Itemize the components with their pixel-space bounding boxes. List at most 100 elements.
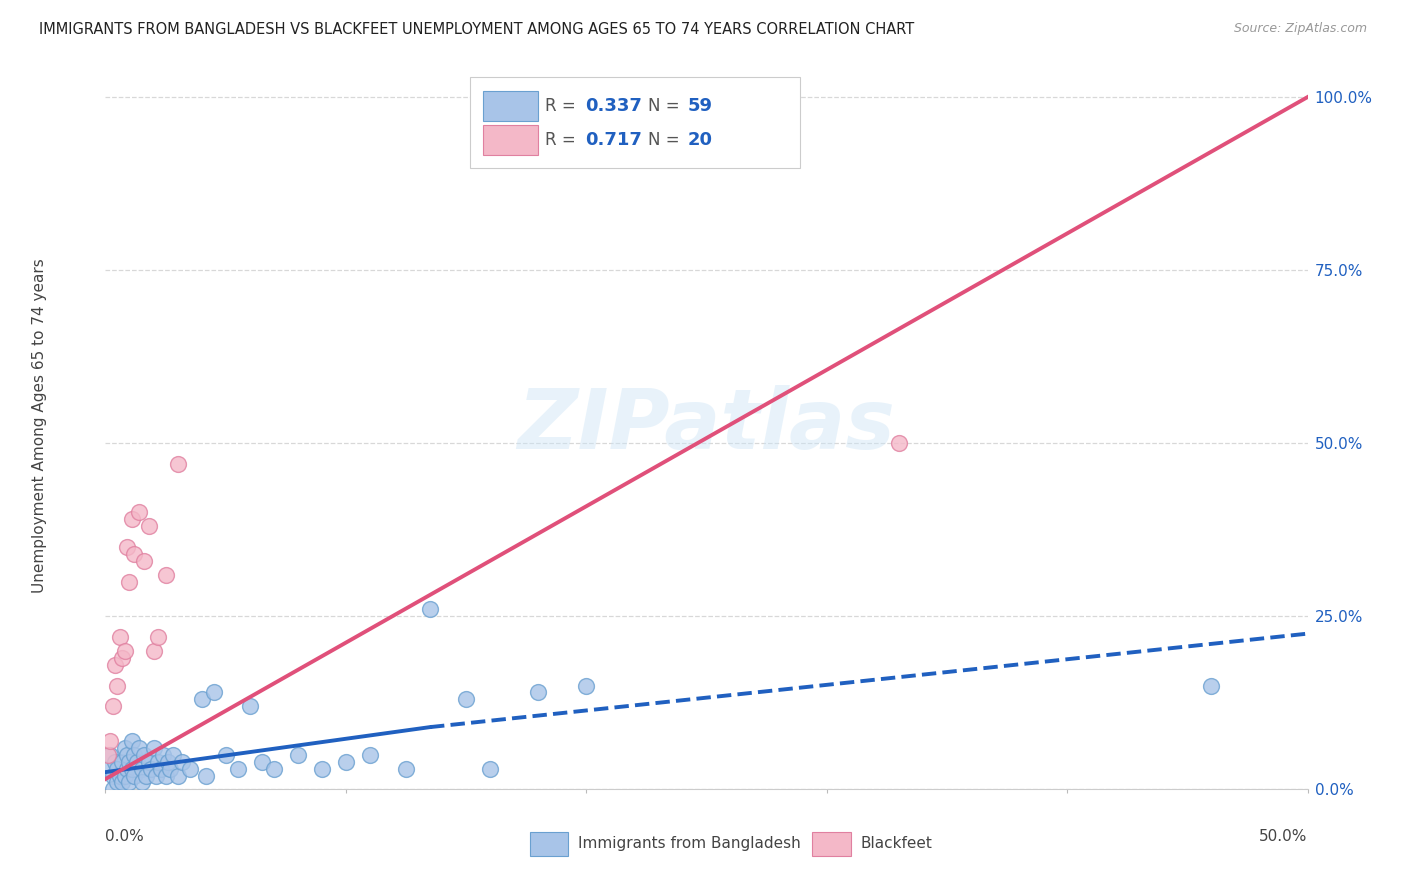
Point	[142, 740, 165, 755]
FancyBboxPatch shape	[482, 91, 538, 121]
Point	[335, 755, 357, 769]
Text: Unemployment Among Ages 65 to 74 years: Unemployment Among Ages 65 to 74 years	[32, 259, 46, 593]
Text: N =: N =	[648, 131, 685, 149]
Point	[152, 747, 174, 762]
Point	[138, 519, 160, 533]
Point	[114, 740, 136, 755]
Point	[395, 762, 418, 776]
Point	[172, 755, 194, 769]
Text: 0.0%: 0.0%	[105, 830, 145, 845]
Point	[111, 775, 134, 789]
Point	[287, 747, 309, 762]
Point	[145, 768, 167, 782]
Point	[108, 630, 131, 644]
Point	[159, 762, 181, 776]
Point	[155, 768, 177, 782]
Point	[118, 755, 141, 769]
Point	[214, 747, 236, 762]
Point	[128, 740, 150, 755]
FancyBboxPatch shape	[530, 831, 568, 856]
Point	[239, 699, 262, 714]
Text: 0.717: 0.717	[585, 131, 643, 149]
Point	[148, 630, 170, 644]
Point	[250, 755, 273, 769]
Point	[419, 602, 441, 616]
Point	[98, 747, 121, 762]
Point	[124, 768, 146, 782]
Point	[121, 512, 143, 526]
Point	[887, 436, 910, 450]
Point	[114, 644, 136, 658]
Text: 0.337: 0.337	[585, 97, 643, 115]
Point	[359, 747, 381, 762]
Point	[142, 644, 165, 658]
Point	[454, 692, 477, 706]
Point	[179, 762, 201, 776]
Point	[479, 762, 502, 776]
Point	[125, 755, 148, 769]
Point	[104, 755, 127, 769]
Point	[1201, 679, 1223, 693]
Point	[101, 699, 124, 714]
Point	[101, 768, 124, 782]
Point	[263, 762, 285, 776]
Point	[311, 762, 333, 776]
Point	[111, 651, 134, 665]
Point	[202, 685, 225, 699]
FancyBboxPatch shape	[813, 831, 851, 856]
Point	[166, 457, 188, 471]
Point	[107, 679, 129, 693]
Point	[121, 762, 143, 776]
FancyBboxPatch shape	[482, 125, 538, 155]
Text: IMMIGRANTS FROM BANGLADESH VS BLACKFEET UNEMPLOYMENT AMONG AGES 65 TO 74 YEARS C: IMMIGRANTS FROM BANGLADESH VS BLACKFEET …	[39, 22, 915, 37]
Text: N =: N =	[648, 97, 685, 115]
Point	[162, 747, 184, 762]
Point	[190, 692, 212, 706]
Point	[195, 768, 218, 782]
Point	[114, 768, 136, 782]
Point	[124, 547, 146, 561]
Point	[166, 768, 188, 782]
Text: 59: 59	[688, 97, 713, 115]
Point	[115, 762, 138, 776]
Point	[128, 506, 150, 520]
Point	[149, 762, 172, 776]
Point	[104, 657, 127, 672]
Point	[155, 567, 177, 582]
Point	[118, 574, 141, 589]
Point	[138, 755, 160, 769]
Point	[107, 775, 129, 789]
Point	[111, 755, 134, 769]
Text: R =: R =	[546, 131, 582, 149]
Point	[131, 762, 153, 776]
Text: Source: ZipAtlas.com: Source: ZipAtlas.com	[1233, 22, 1367, 36]
FancyBboxPatch shape	[470, 77, 800, 168]
Point	[156, 755, 179, 769]
Point	[97, 747, 120, 762]
Point	[132, 554, 155, 568]
Point	[101, 782, 124, 797]
Text: R =: R =	[546, 97, 582, 115]
Point	[527, 685, 550, 699]
Point	[115, 540, 138, 554]
Point	[226, 762, 249, 776]
Point	[115, 747, 138, 762]
Point	[132, 747, 155, 762]
Point	[135, 768, 157, 782]
Point	[131, 775, 153, 789]
Text: ZIPatlas: ZIPatlas	[517, 385, 896, 467]
Text: Blackfeet: Blackfeet	[860, 837, 932, 852]
Point	[148, 755, 170, 769]
Text: 20: 20	[688, 131, 713, 149]
Point	[575, 679, 598, 693]
Point	[98, 734, 121, 748]
Point	[118, 775, 141, 789]
Point	[107, 762, 129, 776]
Point	[124, 747, 146, 762]
Point	[108, 768, 131, 782]
Text: 50.0%: 50.0%	[1260, 830, 1308, 845]
Point	[97, 762, 120, 776]
Point	[139, 762, 162, 776]
Point	[121, 734, 143, 748]
Text: Immigrants from Bangladesh: Immigrants from Bangladesh	[578, 837, 800, 852]
